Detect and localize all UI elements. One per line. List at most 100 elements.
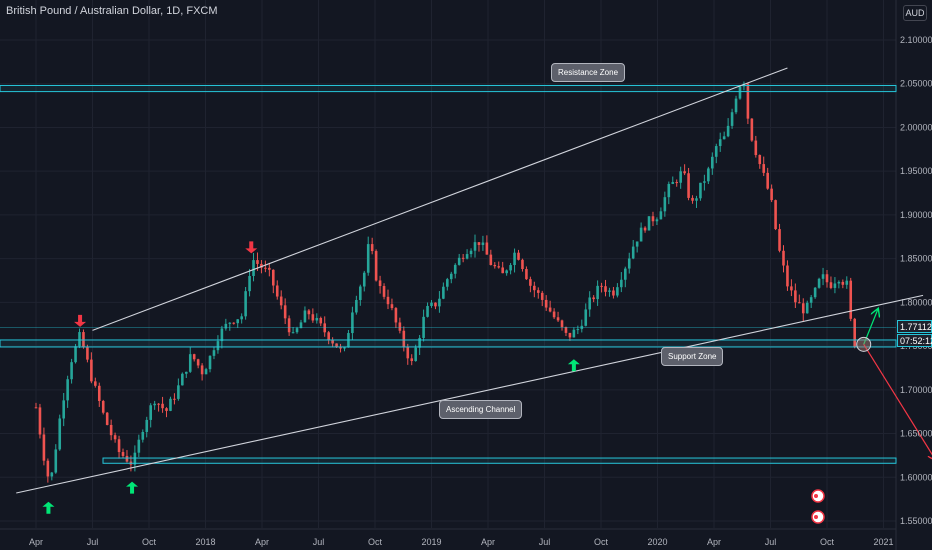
- candle-body: [394, 308, 398, 323]
- chart-title: British Pound / Australian Dollar, 1D, F…: [6, 5, 218, 17]
- candle-body: [169, 398, 172, 411]
- candle-body: [647, 216, 651, 231]
- candle-body: [378, 280, 382, 287]
- candle-body: [766, 172, 769, 189]
- x-tick-label: Oct: [820, 537, 835, 547]
- candle-body: [750, 118, 754, 141]
- candle-body: [548, 307, 552, 312]
- arrow-down-marker: [245, 241, 258, 254]
- y-tick-label: 2.05000: [900, 79, 932, 89]
- candle-body: [521, 259, 524, 270]
- candle-body: [121, 452, 125, 456]
- trendline: [16, 294, 924, 494]
- candle-body: [675, 182, 679, 184]
- candle-body: [540, 292, 544, 300]
- y-axis[interactable]: 2.10000 2.05000 2.00000 1.95000 1.90000 1.850…: [900, 35, 932, 526]
- candle-body: [774, 200, 777, 230]
- candle-body: [798, 302, 801, 304]
- candle-body: [46, 460, 50, 477]
- candle-body: [54, 449, 58, 473]
- candle-body: [204, 369, 208, 375]
- candle-body: [335, 343, 338, 348]
- candle-body: [616, 287, 619, 296]
- arrow-up-marker: [126, 481, 139, 494]
- ascending-channel-callout[interactable]: Ascending Channel: [439, 400, 523, 419]
- candle-body: [125, 455, 129, 462]
- candle-body: [351, 312, 354, 334]
- candle-body: [604, 286, 607, 292]
- event-icon-dot: [814, 515, 818, 519]
- support-zone-callout[interactable]: Support Zone: [661, 347, 724, 366]
- candle-body: [402, 330, 406, 347]
- candle-body: [382, 286, 386, 297]
- candle-body: [782, 250, 785, 266]
- candle-body: [517, 252, 520, 260]
- candle-body: [303, 310, 307, 323]
- y-tick-label: 1.90000: [900, 210, 932, 220]
- candle-body: [576, 329, 580, 331]
- candle-body: [635, 241, 639, 247]
- candle-body: [94, 381, 97, 386]
- candle-body: [489, 254, 493, 266]
- candle-body: [608, 290, 611, 292]
- candle-body: [101, 400, 105, 413]
- candle-body: [833, 283, 837, 288]
- candle-body: [588, 297, 591, 310]
- trendline: [92, 67, 788, 331]
- candle-body: [778, 229, 781, 251]
- candle-body: [663, 197, 667, 212]
- candle-body: [196, 359, 200, 366]
- candle-body: [153, 403, 156, 406]
- candle-body: [687, 173, 690, 198]
- candle-body: [627, 258, 631, 269]
- resistance-zone-callout[interactable]: Resistance Zone: [551, 63, 626, 82]
- candle-body: [268, 267, 271, 270]
- candle-body: [509, 265, 512, 271]
- candle-body: [770, 188, 773, 201]
- candle-body: [90, 359, 93, 382]
- candle-body: [623, 268, 627, 280]
- candle-body: [596, 285, 599, 300]
- candle-body: [370, 244, 374, 252]
- candle-body: [786, 265, 789, 287]
- candle-body: [200, 365, 204, 375]
- candle-body: [722, 136, 726, 140]
- candle-body: [374, 251, 378, 281]
- candle-body: [746, 83, 750, 119]
- candle-body: [841, 281, 845, 285]
- candle-body: [497, 266, 501, 268]
- y-tick-label: 1.95000: [900, 166, 932, 176]
- candle-body: [813, 287, 817, 298]
- candle-body: [529, 279, 532, 286]
- x-axis[interactable]: Apr Jul Oct 2018 Apr Jul Oct 2019 Apr Jul Oct 2020 A…: [29, 537, 894, 547]
- candle-body: [829, 282, 833, 288]
- candle-body: [825, 274, 829, 283]
- candle-body: [390, 304, 394, 309]
- candle-body: [564, 327, 568, 333]
- arrow-down-marker: [74, 314, 87, 327]
- x-tick-label: Apr: [255, 537, 269, 547]
- candle-body: [809, 297, 813, 303]
- candle-body: [86, 347, 89, 360]
- candle-body: [133, 452, 137, 465]
- candle-body: [631, 246, 635, 259]
- candle-body: [718, 139, 722, 147]
- candle-body: [228, 322, 232, 324]
- x-tick-label: Jul: [313, 537, 325, 547]
- candle-body: [192, 354, 196, 360]
- candle-body: [679, 171, 682, 183]
- candle-body: [691, 197, 694, 201]
- candle-body: [612, 290, 615, 296]
- candle-body: [536, 290, 540, 293]
- currency-badge[interactable]: AUD: [903, 5, 927, 21]
- y-tick-label: 1.80000: [900, 297, 932, 307]
- x-tick-label: Jul: [539, 537, 551, 547]
- candle-body: [572, 329, 576, 338]
- x-tick-label: Apr: [481, 537, 495, 547]
- x-tick-label: 2018: [195, 537, 215, 547]
- candle-body: [299, 322, 303, 329]
- candle-body: [505, 270, 508, 274]
- candle-body: [137, 439, 141, 453]
- candle-body: [568, 332, 572, 338]
